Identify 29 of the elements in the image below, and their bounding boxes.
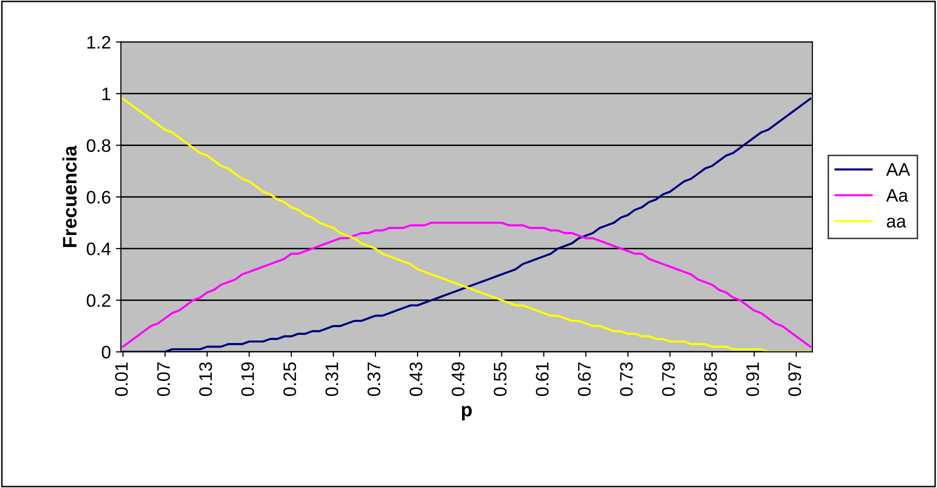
x-tick-label: 0.49 bbox=[452, 362, 464, 396]
x-tick-label: 0.37 bbox=[368, 362, 380, 396]
x-tick-label: 0.55 bbox=[494, 362, 507, 396]
x-tick-label: 0.31 bbox=[325, 362, 338, 396]
x-tick-label: 0.61 bbox=[536, 362, 549, 396]
y-tick-label: 0.4 bbox=[86, 242, 111, 256]
x-tick-label: 0.85 bbox=[704, 362, 717, 396]
x-tick-label: 0.25 bbox=[283, 362, 296, 396]
y-tick-label: 1.2 bbox=[87, 36, 110, 49]
x-tick-label: 0.91 bbox=[746, 362, 760, 396]
y-axis-title: Frecuencia bbox=[62, 145, 77, 247]
x-tick-label: 0.79 bbox=[662, 362, 675, 396]
x-axis-title: p bbox=[462, 406, 472, 420]
y-tick-label: 0.6 bbox=[86, 190, 110, 204]
x-tick-label: 0.07 bbox=[157, 362, 170, 396]
x-tick-label: 0.43 bbox=[410, 362, 422, 396]
y-tick-label: 0 bbox=[102, 346, 110, 359]
x-tick-label: 0.13 bbox=[199, 362, 212, 396]
x-tick-label: 0.97 bbox=[788, 362, 802, 396]
x-tick-label: 0.01 bbox=[115, 362, 128, 396]
y-tick-label: 1 bbox=[102, 88, 110, 100]
legend-label: Aa bbox=[886, 189, 908, 202]
y-tick-label: 0.8 bbox=[86, 139, 110, 152]
x-tick-label: 0.19 bbox=[241, 362, 254, 396]
y-tick-label: 0.2 bbox=[86, 294, 110, 307]
legend-label: AA bbox=[886, 163, 910, 176]
x-tick-label: 0.67 bbox=[578, 362, 591, 396]
legend-label: aa bbox=[886, 218, 906, 228]
x-tick-label: 0.73 bbox=[620, 362, 633, 396]
